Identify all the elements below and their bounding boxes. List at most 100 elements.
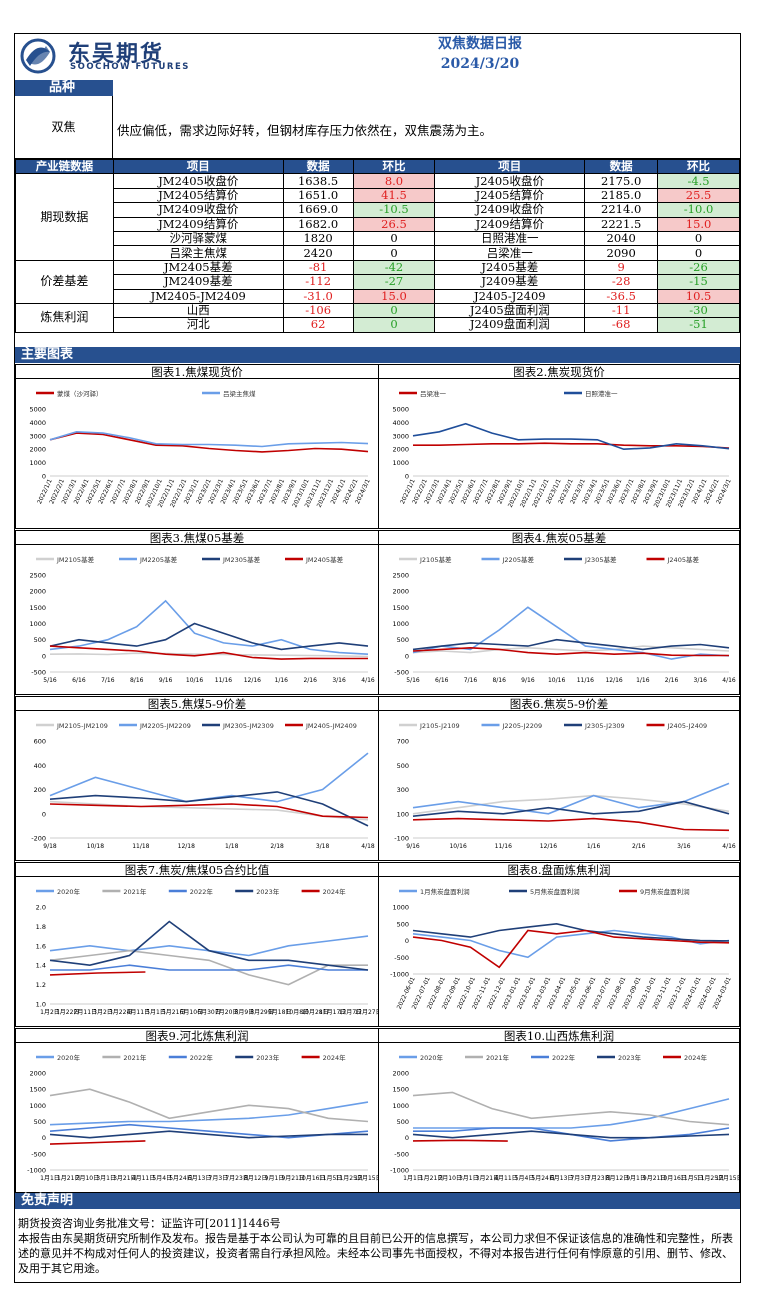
y-tick-label: 100 xyxy=(397,810,409,818)
series-line xyxy=(49,432,369,453)
legend-label: J2405基差 xyxy=(667,555,700,564)
legend-label: 2020年 xyxy=(57,1053,81,1062)
y-tick-label: 1.2 xyxy=(36,981,46,989)
x-tick-label: 3月2日 xyxy=(93,1009,113,1016)
table-cell: JM2405基差 xyxy=(112,259,284,276)
report-title-block: 双焦数据日报 2024/3/20 xyxy=(220,36,740,72)
y-tick-label: 1000 xyxy=(392,459,409,467)
series-line xyxy=(49,949,368,986)
x-tick-label: 4月11日 xyxy=(127,1009,150,1016)
legend-label: JM2405基差 xyxy=(305,555,344,564)
table-cell: -106 xyxy=(282,302,354,319)
x-tick-label: 4月11日 xyxy=(494,1175,517,1182)
table-cell: 吕梁准一 xyxy=(434,245,586,261)
x-tick-label: 3/18 xyxy=(316,843,330,850)
x-tick-label: 12月7日 xyxy=(339,1009,362,1016)
series-line xyxy=(49,791,369,827)
table-cell: JM2409基差 xyxy=(112,274,284,290)
y-tick-label: 3000 xyxy=(29,432,46,440)
table-cell: 25.5 xyxy=(657,187,740,204)
y-tick-label: -100 xyxy=(394,835,409,843)
legend-label: JM2105-JM2109 xyxy=(56,722,108,730)
y-tick-label: 500 xyxy=(397,1118,409,1126)
table-cell: J2405结算价 xyxy=(434,187,586,204)
table-cell: 0 xyxy=(352,245,436,261)
table-cell: 15.0 xyxy=(657,216,740,232)
x-tick-label: 7月23日 xyxy=(587,1175,610,1182)
legend-label: 5月焦炭盘面利润 xyxy=(530,887,580,896)
legend-label: J2105基差 xyxy=(419,555,452,564)
x-tick-label: 3月1日 xyxy=(96,1175,116,1182)
report-title: 双焦数据日报 xyxy=(438,36,522,52)
legend-label: 2020年 xyxy=(57,887,81,896)
company-name-en: SOOCHOW FUTURES xyxy=(70,62,190,72)
y-tick-label: 500 xyxy=(34,1118,46,1126)
chart-2: 图表2.焦炭现货价 吕梁准一 日照港准一 5000 4000 3000 2000 1000 0 2… xyxy=(378,364,740,529)
y-tick-label: 300 xyxy=(397,786,409,794)
chart-plot: 2020年 2021年 2022年 2023年 2024年 2000 1500 1000 500… xyxy=(27,1053,378,1182)
variety-name: 双焦 xyxy=(15,96,113,158)
legend-label: JM2405-JM2409 xyxy=(305,722,357,730)
table-cell: 沙河驿蒙煤 xyxy=(112,230,284,247)
chart-plot: 吕梁准一 日照港准一5000400030002000100002022/1/120… xyxy=(392,389,732,509)
chart-title: 图表4.焦炭05基差 xyxy=(379,531,739,545)
table-cell: 0 xyxy=(657,245,740,261)
x-tick-label: 8月12日 xyxy=(606,1175,629,1182)
x-tick-label: 10月28日 xyxy=(301,1009,328,1016)
col-header: 环比 xyxy=(657,158,740,175)
x-tick-label: 6月13日 xyxy=(550,1175,573,1182)
x-tick-label: 4/16 xyxy=(722,677,736,684)
col-header: 环比 xyxy=(352,158,436,175)
charts-section-header: 主要图表 xyxy=(15,347,740,363)
table-cell: 2214.0 xyxy=(584,202,659,218)
x-tick-label: 5月4日 xyxy=(152,1175,172,1182)
chain-data-table: 产业链数据 项目 数据 环比 项目 数据 环比 期现数据 JM2405收盘价 163… xyxy=(15,158,740,333)
y-tick-label: -500 xyxy=(394,954,409,962)
x-tick-label: 1月2日 xyxy=(40,1009,60,1016)
table-cell: -36.5 xyxy=(584,288,659,304)
legend-label: JM2305基差 xyxy=(222,555,261,564)
x-tick-label: 10/18 xyxy=(87,843,104,850)
x-tick-label: 2/16 xyxy=(665,677,679,684)
legend-label: 2021年 xyxy=(123,1053,147,1062)
x-tick-label: 4/16 xyxy=(361,677,375,684)
table-cell: J2405收盘价 xyxy=(434,173,586,189)
table-cell: -51 xyxy=(657,317,740,333)
x-tick-label: 3/16 xyxy=(694,677,708,684)
y-tick-label: 2000 xyxy=(29,1070,46,1078)
series-line xyxy=(412,922,730,942)
series-line xyxy=(49,935,369,957)
chart-title: 图表5.焦煤5-9价差 xyxy=(16,697,378,711)
y-tick-label: 4000 xyxy=(29,419,46,427)
disclaimer-text: 本报告由东吴期货研究所制作及发布。报告是基于本公司认为可靠的且目前已公开的信息撰… xyxy=(18,1232,733,1275)
y-tick-label: 400 xyxy=(34,762,46,770)
table-cell: -68 xyxy=(584,317,659,333)
x-tick-label: 1月22日 xyxy=(56,1009,79,1016)
variety-summary: 供应偏低，需求边际好转，但钢材库存压力依然在，双焦震荡为主。 xyxy=(117,123,493,138)
series-line xyxy=(49,1123,369,1139)
y-tick-label: 1500 xyxy=(29,604,46,612)
y-tick-label: -1000 xyxy=(390,1167,409,1175)
x-tick-label: 10月16日 xyxy=(298,1175,325,1182)
legend-label: 蒙煤（沙河驿） xyxy=(57,389,103,398)
chart-plot: J2105-J2109 J2205-J2209 J2305-J2309 J2405-J… xyxy=(394,722,736,850)
y-tick-label: 1500 xyxy=(392,1086,409,1094)
y-tick-label: 0 xyxy=(42,473,46,481)
y-tick-label: 700 xyxy=(397,738,409,746)
series-line xyxy=(412,1130,730,1139)
col-header: 项目 xyxy=(434,158,586,175)
x-tick-label: 8/16 xyxy=(492,677,506,684)
table-cell: 26.5 xyxy=(352,216,436,232)
table-cell: 2040 xyxy=(584,230,659,247)
series-line xyxy=(412,638,730,651)
x-tick-label: 11/18 xyxy=(132,843,149,850)
y-tick-label: 1000 xyxy=(392,620,409,628)
chart-plot: 蒙煤（沙河驿） 吕梁主焦煤5000400030002000100002022/1/… xyxy=(29,389,371,509)
y-tick-label: 3000 xyxy=(392,432,409,440)
table-cell: 2221.5 xyxy=(584,216,659,232)
y-tick-label: 1.8 xyxy=(36,923,46,931)
series-line xyxy=(412,929,730,969)
y-tick-label: 2.0 xyxy=(36,904,46,912)
series-line xyxy=(412,646,729,657)
x-tick-label: 5月21日 xyxy=(162,1009,185,1016)
